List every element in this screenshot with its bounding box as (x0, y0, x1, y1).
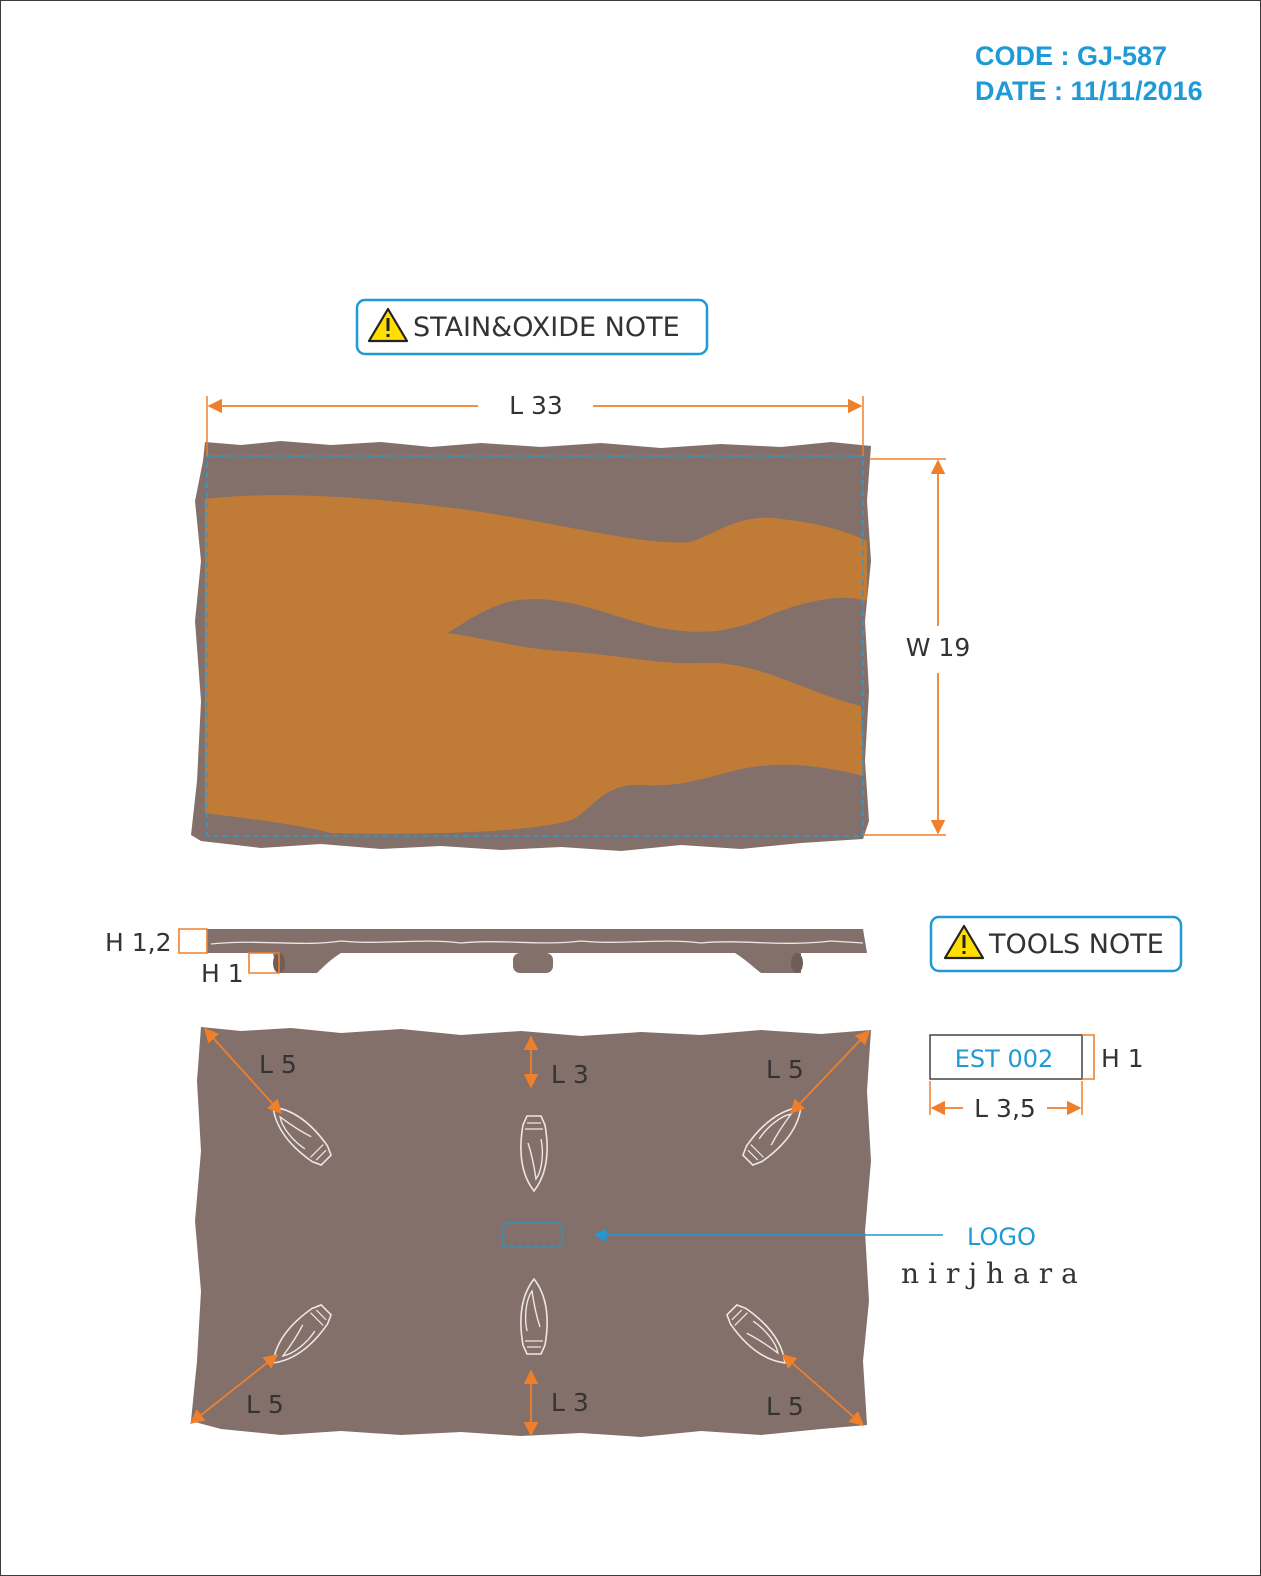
warning-triangle-icon (367, 307, 409, 343)
tool-height-label: H 1 (1101, 1044, 1144, 1073)
tool-length-label: L 3,5 (974, 1094, 1036, 1123)
date-text: DATE : 11/11/2016 (975, 76, 1203, 106)
tool-name: EST 002 (955, 1045, 1054, 1073)
feet-dimensions: L 5 L 3 L 5 L 5 L 3 L 5 (189, 1027, 870, 1437)
foot-top-center-label: L 3 (551, 1060, 589, 1089)
stain-oxide-note: STAIN&OXIDE NOTE (355, 298, 709, 356)
code-text: CODE : GJ-587 (975, 41, 1167, 71)
logo-callout: LOGO (593, 1223, 1036, 1251)
plate-bottom-view (191, 1027, 871, 1437)
tool-spec: EST 002 H 1 L 3,5 (929, 1034, 1144, 1123)
foot-height-dimension: H 1 (201, 952, 280, 988)
tools-note: TOOLS NOTE (929, 915, 1183, 973)
tools-note-label: TOOLS NOTE (988, 929, 1164, 960)
logo-position (501, 1222, 563, 1248)
length-dimension: L 33 (206, 391, 864, 456)
thickness-label: H 1,2 (105, 928, 172, 957)
plate-side-view (207, 929, 867, 973)
brand-logo: nirjhara (901, 1257, 1087, 1290)
foot-height-label: H 1 (201, 959, 244, 988)
thickness-dimension: H 1,2 (105, 928, 208, 957)
width-label: W 19 (906, 633, 970, 662)
length-label: L 33 (509, 391, 563, 420)
foot-top-right-label: L 5 (766, 1055, 804, 1084)
foot-bottom-center-label: L 3 (551, 1388, 589, 1417)
logo-label: LOGO (967, 1223, 1036, 1251)
foot-bottom-right-label: L 5 (766, 1392, 804, 1421)
width-dimension: W 19 (863, 458, 970, 836)
stain-oxide-note-label: STAIN&OXIDE NOTE (413, 312, 680, 343)
brand-wordmark: nirjhara (901, 1257, 1087, 1290)
plate-top-view (191, 441, 871, 851)
foot-top-left-label: L 5 (259, 1050, 297, 1079)
foot-bottom-left-label: L 5 (246, 1390, 284, 1419)
warning-triangle-icon (943, 924, 985, 960)
